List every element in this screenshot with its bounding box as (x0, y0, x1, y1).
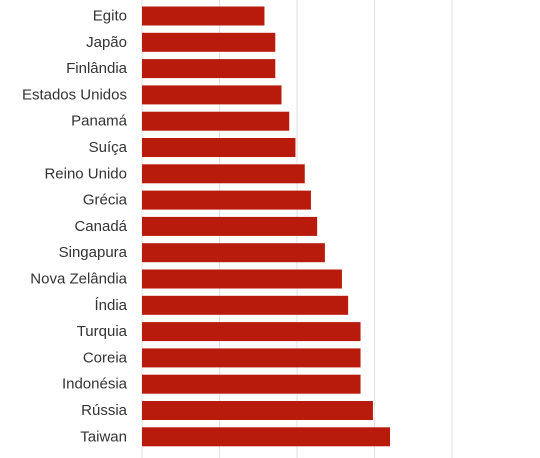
category-label: Egito (93, 8, 127, 25)
bar-1 (142, 6, 265, 26)
bar-4 (142, 85, 282, 105)
bar-13 (142, 322, 361, 342)
category-label: Reino Unido (44, 165, 127, 182)
category-label: Finlândia (66, 60, 128, 77)
category-label: Grécia (83, 192, 128, 209)
bar-10 (142, 243, 325, 263)
bar-12 (142, 295, 349, 315)
category-labels: Egito Japão Finlândia Estados Unidos Panamá S… (22, 8, 128, 446)
bar-2 (142, 32, 276, 52)
bar-9 (142, 216, 318, 236)
bar-15 (142, 374, 361, 394)
bar-11 (142, 269, 342, 289)
bar-16 (142, 401, 373, 420)
category-label: Turquia (77, 323, 128, 340)
bar-5 (142, 111, 290, 131)
category-label: Indonésia (62, 376, 128, 393)
category-label: Rússia (81, 402, 128, 419)
bar-7 (142, 164, 305, 184)
category-label: Taiwan (80, 428, 127, 445)
category-label: Canadá (74, 218, 127, 235)
category-label: Nova Zelândia (30, 271, 127, 288)
bar-8 (142, 190, 311, 210)
bars (142, 6, 390, 447)
bar-3 (142, 59, 276, 79)
bar-14 (142, 348, 361, 368)
bar-6 (142, 138, 296, 157)
category-label: Índia (94, 297, 127, 314)
category-label: Estados Unidos (22, 86, 127, 103)
category-label: Coreia (83, 349, 128, 366)
category-label: Panamá (71, 113, 128, 130)
category-label: Suíça (89, 139, 128, 156)
category-label: Singapura (59, 244, 128, 261)
bar-17 (142, 427, 390, 447)
category-label: Japão (86, 34, 127, 51)
